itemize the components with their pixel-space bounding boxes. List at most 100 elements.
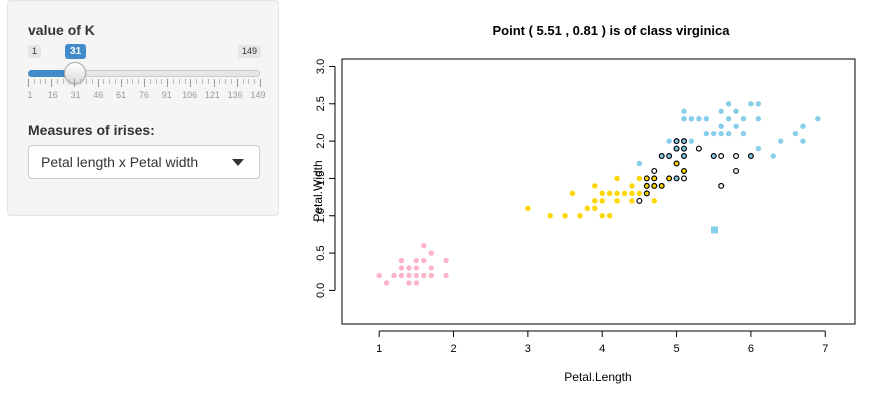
slider-tick-label: 31 <box>70 90 81 100</box>
nearest-neighbor-marker <box>747 153 754 160</box>
slider-tick <box>144 79 145 87</box>
point-versicolor <box>592 205 598 211</box>
point-virginica <box>777 138 784 144</box>
nearest-neighbor-marker <box>673 138 680 145</box>
slider-tick <box>202 79 203 84</box>
point-setosa <box>406 265 412 271</box>
y-tick-label: 0.0 <box>315 283 327 298</box>
point-setosa <box>443 272 449 279</box>
point-setosa <box>428 272 434 279</box>
slider-tick <box>207 79 209 84</box>
point-setosa <box>376 272 382 279</box>
point-versicolor <box>562 213 568 219</box>
slider-tick-label: 1 <box>27 90 33 100</box>
point-setosa <box>383 280 390 286</box>
nearest-neighbor-marker <box>680 175 687 182</box>
slider-tick <box>178 79 180 84</box>
slider-tick <box>225 79 227 84</box>
axes: 1 2 3 4 5 6 7 0.0 0.5 1.0 1.5 2.0 2.5 3.0 <box>315 59 828 355</box>
measures-select[interactable]: Petal length x Petal width <box>28 145 260 179</box>
nearest-neighbor-marker <box>680 167 687 174</box>
nearest-neighbor-marker <box>733 167 740 174</box>
slider-tick <box>132 79 134 84</box>
point-versicolor <box>606 190 613 197</box>
nearest-neighbor-marker <box>673 160 680 167</box>
y-tick-label: 0.5 <box>315 245 327 260</box>
point-setosa <box>406 272 412 279</box>
slider-tick <box>190 79 192 87</box>
slider-tick <box>120 79 122 87</box>
point-setosa <box>421 257 427 264</box>
x-axis-label: Petal.Length <box>564 370 631 384</box>
point-setosa <box>421 272 427 279</box>
slider-tick-label: 46 <box>93 90 104 100</box>
sidebar-panel: value of K 1 149 31 1 16 31 46 61 76 91 106 121 1… <box>7 0 279 216</box>
nearest-neighbor-marker <box>710 153 717 160</box>
slider-tick <box>184 79 186 84</box>
point-virginica <box>733 108 739 114</box>
slider-tick <box>219 79 221 84</box>
y-tick-label: 3.0 <box>315 59 327 74</box>
nearest-neighbor-marker <box>673 175 680 182</box>
slider-tick <box>91 79 93 84</box>
plot-frame <box>341 58 856 325</box>
point-virginica <box>740 130 747 137</box>
slider-tick-label: 91 <box>161 90 172 100</box>
nearest-neighbor-marker <box>658 182 665 189</box>
x-tick-label: 5 <box>674 343 680 355</box>
nearest-neighbor-marker <box>666 153 673 160</box>
point-setosa <box>391 272 397 279</box>
point-versicolor <box>614 175 620 182</box>
slider-tick <box>254 79 256 84</box>
nearest-neighbor-marker <box>695 145 702 152</box>
point-setosa <box>398 265 405 271</box>
slider-tick <box>138 79 140 84</box>
point-virginica <box>666 138 672 144</box>
slider-tick <box>155 79 157 84</box>
point-setosa <box>428 250 434 256</box>
nearest-neighbor-marker <box>718 182 725 189</box>
point-versicolor <box>569 190 576 197</box>
slider-tick-label: 136 <box>227 90 243 100</box>
point-virginica <box>696 116 702 122</box>
point-versicolor <box>584 205 591 211</box>
x-tick-label: 4 <box>599 343 605 355</box>
slider-tick <box>149 79 151 84</box>
chevron-down-icon <box>232 159 244 166</box>
point-versicolor <box>525 205 531 211</box>
slider-tick <box>161 79 163 84</box>
measures-select-value: Petal length x Petal width <box>41 154 199 170</box>
x-tick-label: 7 <box>822 343 828 355</box>
slider-tick <box>51 79 53 87</box>
slider-tick <box>68 79 70 84</box>
point-setosa <box>413 272 420 279</box>
point-versicolor <box>629 190 635 197</box>
slider-tick-label: 149 <box>250 90 266 100</box>
slider-tick <box>167 79 169 87</box>
slider-tick <box>173 79 174 84</box>
point-versicolor <box>599 190 605 197</box>
point-virginica <box>755 116 762 122</box>
nearest-neighbor-marker <box>673 145 680 152</box>
slider-tick <box>248 79 250 84</box>
point-virginica <box>740 116 747 122</box>
point-virginica <box>711 130 717 137</box>
measures-label: Measures of irises: <box>28 122 155 138</box>
nearest-neighbor-marker <box>680 138 687 145</box>
y-tick-label: 2.0 <box>315 133 327 148</box>
point-setosa <box>413 265 420 271</box>
nearest-neighbor-marker <box>733 153 740 160</box>
query-point <box>710 226 718 234</box>
point-versicolor <box>636 175 643 182</box>
slider-tick <box>213 79 215 87</box>
slider-tick <box>109 79 111 84</box>
point-virginica <box>681 116 687 122</box>
slider-tick <box>39 79 41 84</box>
point-virginica <box>800 123 806 129</box>
k-slider-label: value of K <box>28 22 95 38</box>
slider-ticks <box>28 79 261 87</box>
slider-min-label: 1 <box>28 45 42 58</box>
nearest-neighbor-marker <box>643 190 650 197</box>
point-virginica <box>733 123 739 129</box>
slider-tick-label: 61 <box>116 90 127 100</box>
